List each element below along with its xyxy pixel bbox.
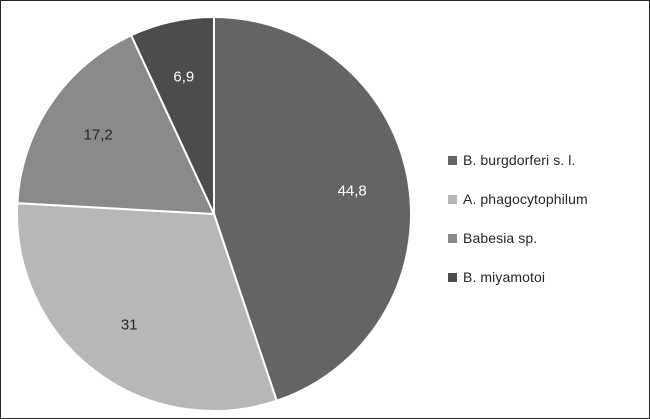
pie-slice — [16, 33, 216, 216]
legend-item-a-phagocytophilum: A. phagocytophilum — [448, 189, 648, 209]
legend-label: B. burgdorferi s. l. — [463, 152, 576, 168]
pie-slice — [129, 15, 215, 215]
legend-swatch — [448, 194, 457, 204]
pie-data-label: 6,9 — [173, 68, 194, 85]
legend-item-b-miyamotoi: B. miyamotoi — [448, 267, 648, 287]
pie-data-label: 44,8 — [338, 182, 367, 199]
pie-data-label: 17,2 — [84, 126, 113, 143]
pie-slice — [213, 15, 412, 403]
legend-label: Babesia sp. — [463, 230, 538, 246]
pie-slices — [16, 15, 412, 412]
legend-item-babesia: Babesia sp. — [448, 228, 648, 248]
legend-swatch — [448, 155, 457, 165]
pie-slice — [16, 202, 278, 412]
legend-label: B. miyamotoi — [463, 269, 546, 285]
legend-label: A. phagocytophilum — [463, 191, 588, 207]
legend-swatch — [448, 272, 457, 282]
legend: B. burgdorferi s. l. A. phagocytophilum … — [448, 150, 648, 306]
pie-data-label: 31 — [121, 316, 138, 333]
legend-item-b-burgdorferi: B. burgdorferi s. l. — [448, 150, 648, 170]
pie-data-labels: 44,8 31 17,2 6,9 — [84, 68, 367, 333]
legend-swatch — [448, 233, 457, 243]
